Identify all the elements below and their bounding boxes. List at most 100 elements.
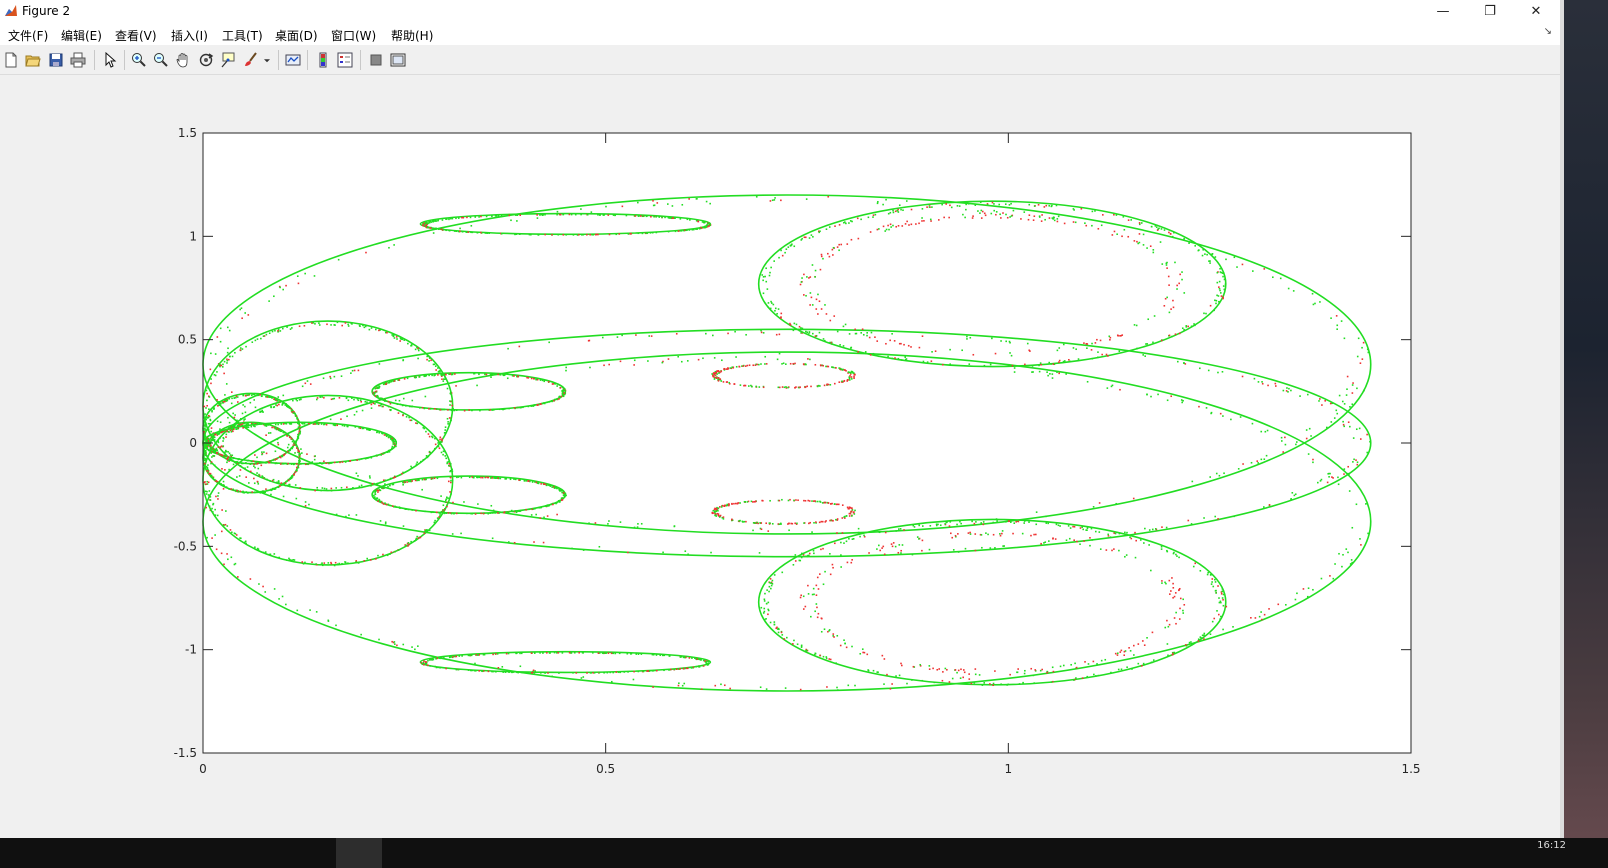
- scatter-point: [377, 491, 379, 493]
- print-button[interactable]: [69, 51, 87, 69]
- scatter-point: [1329, 402, 1332, 405]
- scatter-point: [1212, 585, 1215, 588]
- scatter-point: [232, 430, 234, 433]
- scatter-point: [1161, 526, 1163, 528]
- scatter-point: [222, 363, 224, 366]
- scatter-point: [1285, 603, 1287, 606]
- scatter-point: [445, 373, 447, 376]
- show-plot-tools-button[interactable]: [389, 51, 407, 69]
- open-file-button[interactable]: [24, 51, 42, 69]
- menu-insert[interactable]: 插入(I): [171, 29, 208, 43]
- link-plot-button[interactable]: [284, 51, 302, 69]
- scatter-point: [1145, 343, 1147, 345]
- scatter-point: [217, 498, 219, 500]
- scatter-point: [808, 331, 811, 333]
- scatter-point: [968, 678, 971, 680]
- scatter-point: [210, 444, 212, 447]
- insert-colorbar-button[interactable]: [314, 51, 332, 69]
- menu-window[interactable]: 窗口(W): [331, 29, 377, 43]
- new-figure-button[interactable]: [2, 51, 20, 69]
- zoom-out-button[interactable]: [152, 51, 170, 69]
- scatter-point: [1111, 549, 1113, 552]
- scatter-point: [295, 444, 298, 447]
- menu-tools[interactable]: 工具(T): [222, 29, 263, 43]
- scatter-point: [397, 412, 400, 414]
- title-bar[interactable]: Figure 2 — ❐ ✕: [0, 0, 1560, 23]
- menu-help[interactable]: 帮助(H): [391, 29, 434, 43]
- scatter-point: [879, 549, 881, 552]
- scatter-point: [968, 673, 970, 675]
- close-button[interactable]: ✕: [1513, 0, 1559, 23]
- scatter-point: [1151, 631, 1154, 634]
- scatter-point: [1052, 670, 1055, 673]
- menu-edit[interactable]: 编辑(E): [61, 29, 102, 43]
- menu-view[interactable]: 查看(V): [115, 29, 157, 43]
- scatter-point: [244, 405, 246, 408]
- scatter-point: [918, 346, 921, 349]
- scatter-point: [203, 462, 206, 465]
- scatter-point: [771, 582, 774, 585]
- scatter-point: [1179, 597, 1182, 600]
- scatter-point: [891, 545, 894, 548]
- scatter-point: [478, 670, 481, 672]
- scatter-point: [209, 449, 212, 452]
- scatter-point: [724, 504, 726, 507]
- scatter-point: [338, 397, 341, 399]
- brush-dropdown-button[interactable]: [261, 51, 273, 69]
- scatter-point: [294, 415, 297, 417]
- scatter-point: [1216, 294, 1218, 297]
- scatter-point: [445, 512, 448, 514]
- scatter-point: [739, 384, 742, 386]
- scatter-point: [1190, 641, 1192, 643]
- scatter-point: [854, 684, 856, 687]
- taskbar-app-button[interactable]: [336, 838, 382, 868]
- scatter-point: [215, 495, 217, 498]
- scatter-point: [789, 244, 792, 247]
- menu-desktop[interactable]: 桌面(D): [275, 29, 318, 43]
- scatter-point: [845, 222, 847, 225]
- scatter-point: [228, 460, 230, 462]
- scatter-point: [967, 202, 970, 205]
- scatter-point: [531, 671, 534, 674]
- scatter-point: [974, 673, 977, 676]
- brush-button[interactable]: [242, 51, 260, 69]
- restore-button[interactable]: ❐: [1467, 0, 1513, 23]
- scatter-point: [226, 457, 229, 460]
- select-button[interactable]: [101, 51, 119, 69]
- scatter-point: [886, 673, 888, 676]
- scatter-point: [592, 652, 594, 654]
- menubar-overflow-icon[interactable]: ↘: [1543, 26, 1552, 37]
- scatter-point: [1142, 640, 1144, 642]
- rotate-3d-button[interactable]: [197, 51, 215, 69]
- insert-legend-button[interactable]: [336, 51, 354, 69]
- minimize-button[interactable]: —: [1420, 0, 1466, 23]
- data-cursor-button[interactable]: [219, 51, 237, 69]
- scatter-point: [825, 365, 827, 368]
- scatter-point: [217, 446, 220, 448]
- scatter-point: [1328, 476, 1330, 478]
- menu-file[interactable]: 文件(F): [8, 29, 49, 43]
- scatter-point: [394, 399, 397, 402]
- scatter-point: [1028, 203, 1031, 206]
- scatter-point: [254, 425, 256, 428]
- save-button[interactable]: [47, 51, 65, 69]
- scatter-point: [392, 477, 395, 479]
- scatter-point: [684, 667, 686, 670]
- scatter-point: [265, 488, 267, 490]
- scatter-point: [346, 425, 349, 428]
- scatter-point: [824, 304, 826, 306]
- pan-button[interactable]: [174, 51, 192, 69]
- scatter-point: [647, 670, 650, 672]
- scatter-point: [811, 332, 814, 335]
- scatter-point: [701, 664, 704, 667]
- scatter-point: [852, 537, 855, 540]
- scatter-point: [758, 363, 760, 366]
- scatter-point: [405, 544, 407, 547]
- scatter-point: [243, 422, 246, 425]
- scatter-point: [1152, 341, 1154, 344]
- scatter-point: [522, 406, 524, 409]
- scatter-point: [847, 379, 849, 381]
- hide-plot-tools-button[interactable]: [367, 51, 385, 69]
- scatter-point: [800, 594, 802, 597]
- zoom-in-button[interactable]: [130, 51, 148, 69]
